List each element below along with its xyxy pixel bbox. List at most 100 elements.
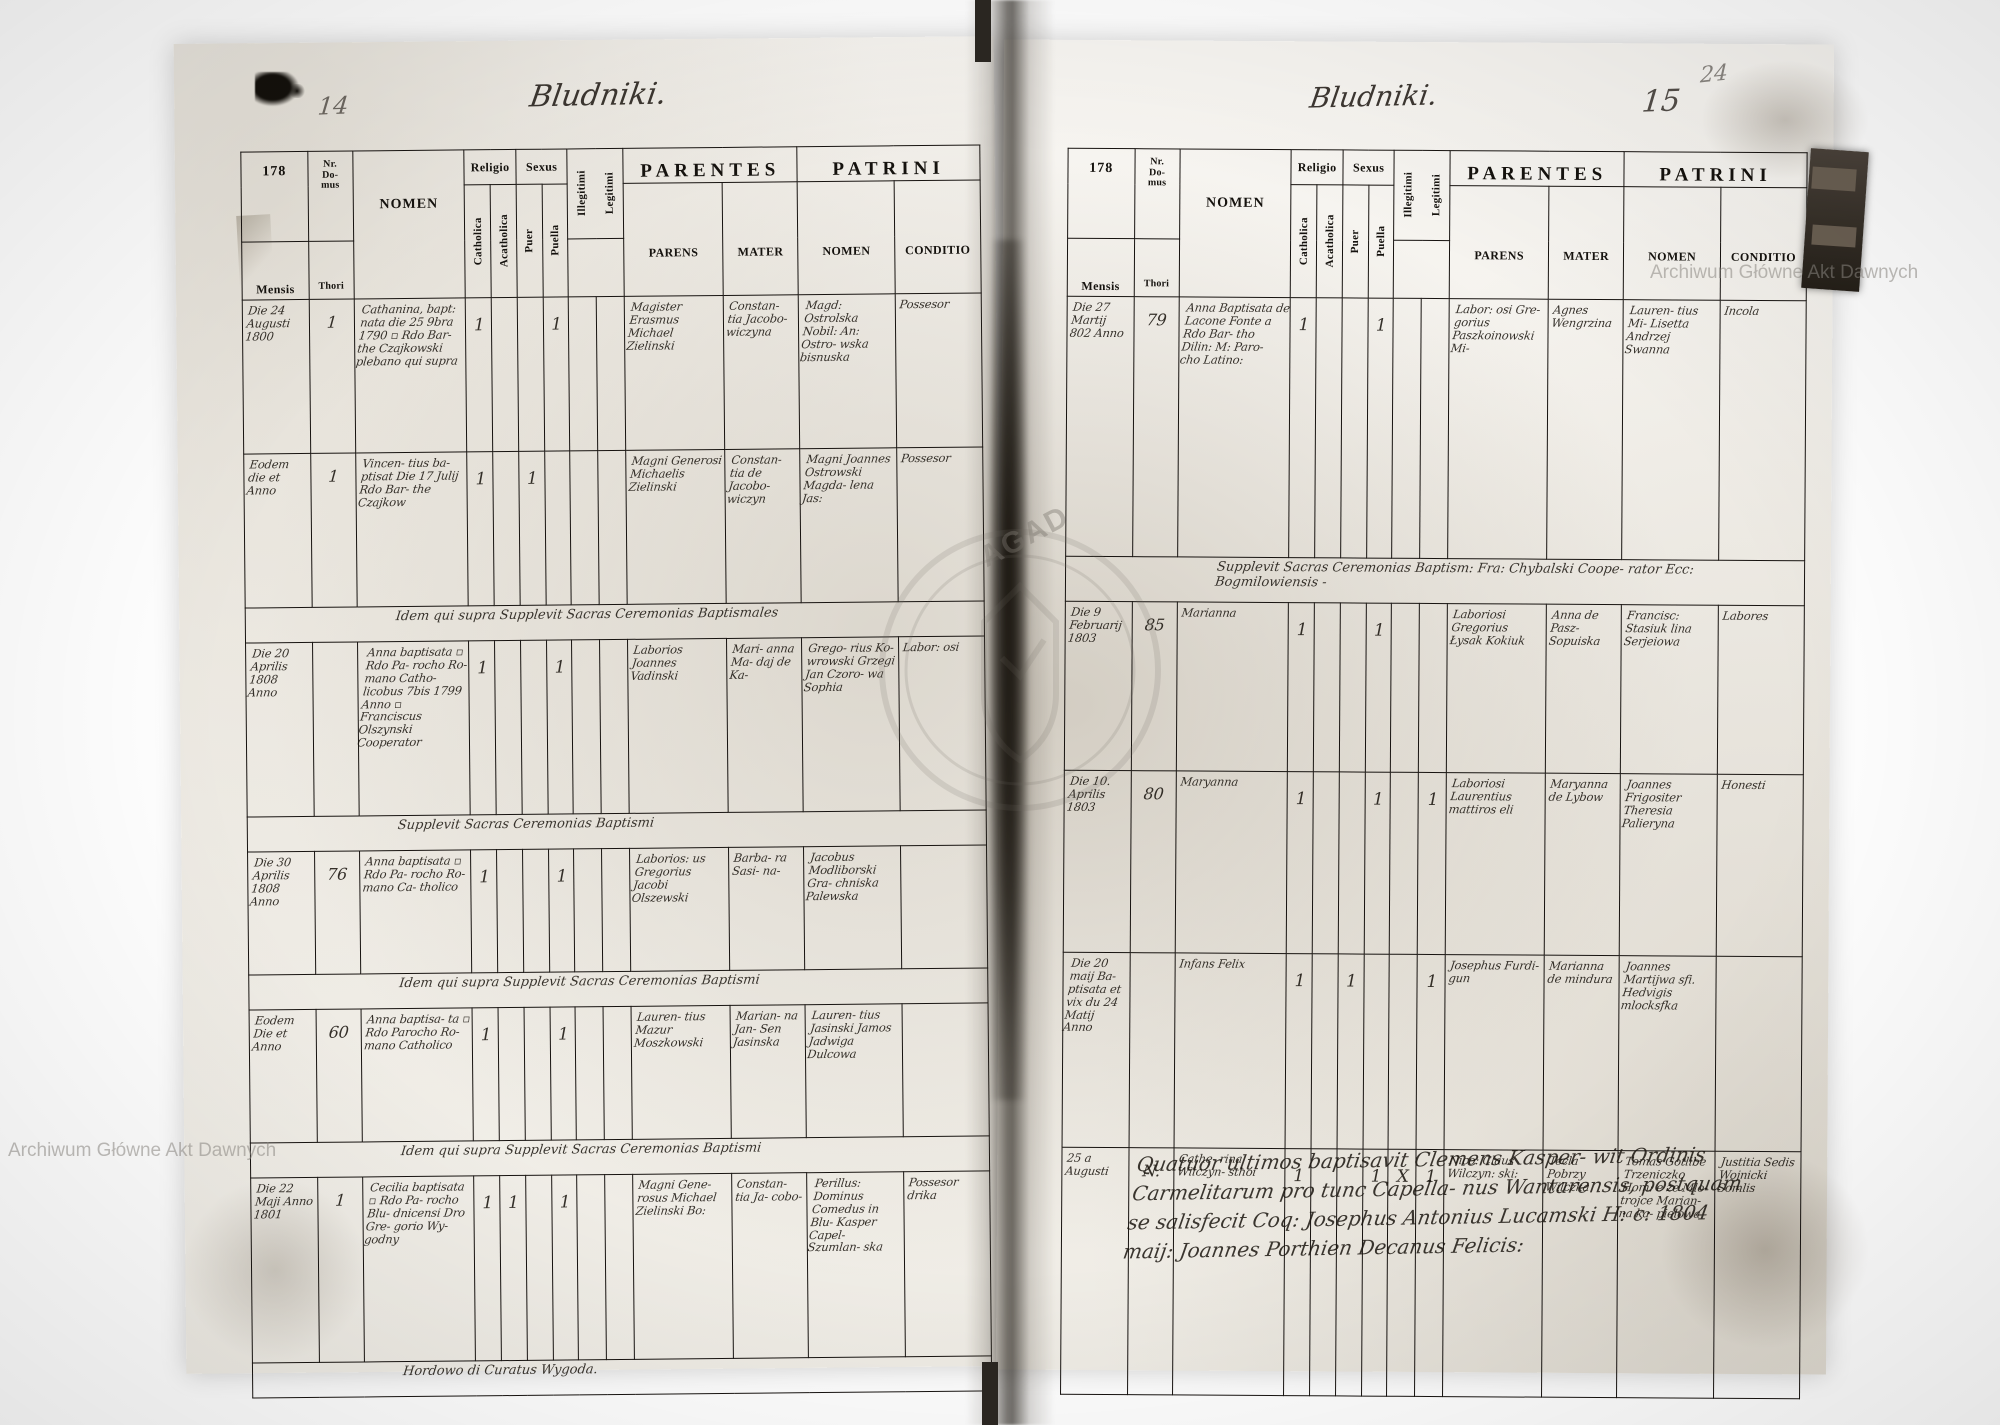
cell-acatholica-text: [1313, 954, 1338, 972]
cell-mensis: Die 20 Aprilis 1808 Anno: [245, 642, 314, 818]
cell-nomen-text: Infans Felix: [1178, 956, 1246, 972]
cell-mater-text: Anna de Pasz- Sopuiska: [1548, 608, 1602, 649]
cell-parens-text: Laborios Joannes Vadinski: [630, 642, 684, 683]
left-page-table: 178 Nr. Do- mus NOMEN Religio: [240, 144, 992, 1399]
cell-puella: [1362, 954, 1390, 1150]
cell-puer-text: [518, 298, 543, 316]
binding-clasp-band-lower: [1811, 224, 1857, 248]
cell-mater: Marianna de mindura: [1543, 955, 1620, 1151]
cell-puella-text: 1: [1372, 789, 1384, 810]
cell-parens: Laborios Joannes Vadinski: [627, 638, 729, 814]
cell-legitimi: [599, 639, 630, 814]
cell-parens: Magni Generosi Michaelis Zielinski: [625, 449, 727, 605]
cell-mensis-text: Die 24 Augusti 1800: [244, 303, 291, 344]
cell-illegitimi: [568, 296, 599, 451]
cell-mater: Constan- tia Ja- cobo-: [731, 1172, 809, 1359]
cell-catholica-text: 1: [473, 315, 485, 336]
cell-catholica: 1: [1289, 297, 1317, 558]
cell-nomen-text: Cecilia baptisata ▫ Rdo Pa- rocho Blu- d…: [363, 1179, 466, 1247]
supplement-note-row: Hordowo di Curatus Wygoda.: [252, 1355, 992, 1399]
cell-acatholica-text: 1: [508, 1193, 519, 1214]
cell-nomen-text: Anna baptisata ▫ Rdo Pa- rocho Ro- mano …: [356, 644, 468, 750]
cell-puer: [1338, 772, 1366, 955]
header-parens: PARENS: [1449, 185, 1550, 300]
cell-puer: [1340, 297, 1368, 558]
cell-legitimi-text: [600, 640, 627, 658]
cell-parens-text: Josephus Furdi- gun: [1447, 958, 1541, 986]
table-row: Die 27 Martij 802 Anno 79 Anna Baptisata d…: [1065, 296, 1807, 561]
cell-legitimi-text: 1: [1426, 972, 1438, 993]
cell-nomen-text: Vincen- tius ba- ptisat Die 17 Julij Rdo…: [357, 455, 459, 510]
cell-acatholica-text: [1315, 604, 1340, 622]
cell-puer-text: [526, 1176, 551, 1194]
cell-legitimi-text: [1420, 604, 1447, 622]
cell-parens: Laboriosi Gregorius Łysak Kokiuk: [1446, 603, 1547, 774]
cell-patrini-nomen: Joannes Martijwa sfi. Hedvigis mlocksfka: [1618, 955, 1717, 1152]
spine-clip-top: [975, 0, 991, 62]
cell-puer: [517, 297, 545, 452]
cell-puer: [520, 639, 548, 815]
cell-puella-text: 1: [557, 1024, 569, 1045]
cell-nr-domus: 79: [1132, 296, 1179, 557]
cell-catholica-text: 1: [1296, 620, 1308, 641]
cell-nr-domus: [312, 641, 359, 817]
cell-nr-domus-text: 1: [327, 466, 339, 486]
cell-nomen-text: Cathanina, bapt: nata die 25 9bra 1790 ▫…: [354, 301, 459, 368]
cell-puer: [1339, 603, 1367, 773]
cell-nomen: Marianna: [1176, 602, 1289, 772]
cell-puella-text: [1364, 955, 1389, 973]
cell-mensis-text: 25 a Augusti: [1064, 1150, 1110, 1178]
cell-acatholica: 1: [499, 1175, 528, 1361]
cell-legitimi: [596, 296, 626, 451]
cell-catholica-text: 1: [480, 1025, 492, 1046]
cell-puer-text: [1341, 604, 1366, 622]
cell-mensis-text: Die 27 Martij 802 Anno: [1068, 299, 1125, 340]
cell-patrini-nomen: Perillus: Dominus Comedus in Blu- Kasper…: [806, 1172, 906, 1358]
register-closing-note: Quatuor ultimos baptisavit Clemens Kaspe…: [1121, 1142, 1744, 1264]
cell-catholica: 1: [474, 1175, 502, 1361]
cell-nomen: Vincen- tius ba- ptisat Die 17 Julij Rdo…: [355, 451, 469, 607]
cell-mensis: Eodem Die et Anno: [249, 1009, 317, 1144]
cell-parens: Laborios: us Gregorius Jacobi Olszewski: [629, 847, 730, 972]
cell-puella: [544, 450, 572, 606]
cell-acatholica: [494, 640, 523, 815]
cell-parens: Josephus Furdi- gun: [1444, 954, 1545, 1151]
cell-nr-domus: [1128, 952, 1175, 1148]
cell-mater-text: Marian- na Jan- Sen Jasinska: [732, 1008, 799, 1049]
cell-catholica-text: 1: [475, 469, 487, 490]
cell-illegitimi: [1389, 772, 1419, 955]
cell-puer-text: [1343, 298, 1368, 316]
cell-conditio: Honesti: [1716, 774, 1804, 957]
table-row: Die 20 maij Ba- ptisata et vix du 24 Mat…: [1062, 952, 1803, 1152]
cell-legitimi-text: [602, 849, 629, 867]
cell-conditio: Labores: [1717, 605, 1805, 776]
cell-illegitimi: [575, 1006, 605, 1141]
table-row: Die 9 Februarij 1803 85 Marianna 1 1 Laborios…: [1064, 601, 1805, 776]
cell-mensis-text: Die 22 Maji Anno 1801: [252, 1181, 314, 1222]
cell-parens-text: Lauren- tius Mazur Moszkowski: [633, 1009, 707, 1050]
cell-parens-text: Labor: osi Gre- gorius Paszkoinowski Mi-: [1450, 302, 1542, 355]
cell-mensis: Die 30 Aprilis 1808 Anno: [247, 851, 316, 976]
cell-illegitimi: [573, 848, 604, 973]
table-row: Die 10. Aprilis 1803 80 Maryanna 1 1 1 Laborio…: [1063, 770, 1804, 957]
cell-nomen: Cathanina, bapt: nata die 25 9bra 1790 ▫…: [353, 297, 468, 453]
cell-puella: 1: [548, 848, 576, 973]
header-nr-domus: Nr. Do- mus: [1134, 148, 1180, 240]
cell-patrini-nomen-text: Lauren- tius Mi- Lisetta Andrzej Swanna: [1624, 303, 1700, 357]
cell-illegitimi: [1388, 954, 1418, 1150]
cell-mater: Agnes Wengrzina: [1546, 299, 1624, 560]
cell-mensis-text: Eodem Die et Anno: [251, 1013, 296, 1054]
cell-acatholica-text: [495, 641, 520, 659]
cell-legitimi: 1: [1417, 772, 1447, 955]
cell-mensis: Die 10. Aprilis 1803: [1063, 770, 1131, 953]
cell-illegitimi: [1390, 603, 1420, 773]
header-nr-domus: Nr. Do- mus: [307, 151, 354, 242]
cell-puella: 1: [551, 1175, 579, 1361]
cell-patrini-nomen-text: Joannes Frigositer Theresia Palieryna: [1621, 777, 1683, 831]
header-patrini-nomen: NOMEN: [1623, 186, 1721, 301]
cell-acatholica: [496, 849, 524, 973]
header-patrini: PATRINI: [797, 144, 981, 182]
cell-mensis: Eodem die et Anno: [243, 453, 312, 608]
cell-illegitimi-text: [576, 1007, 603, 1025]
cell-patrini-nomen-text: Joannes Martijwa sfi. Hedvigis mlocksfka: [1620, 959, 1697, 1013]
